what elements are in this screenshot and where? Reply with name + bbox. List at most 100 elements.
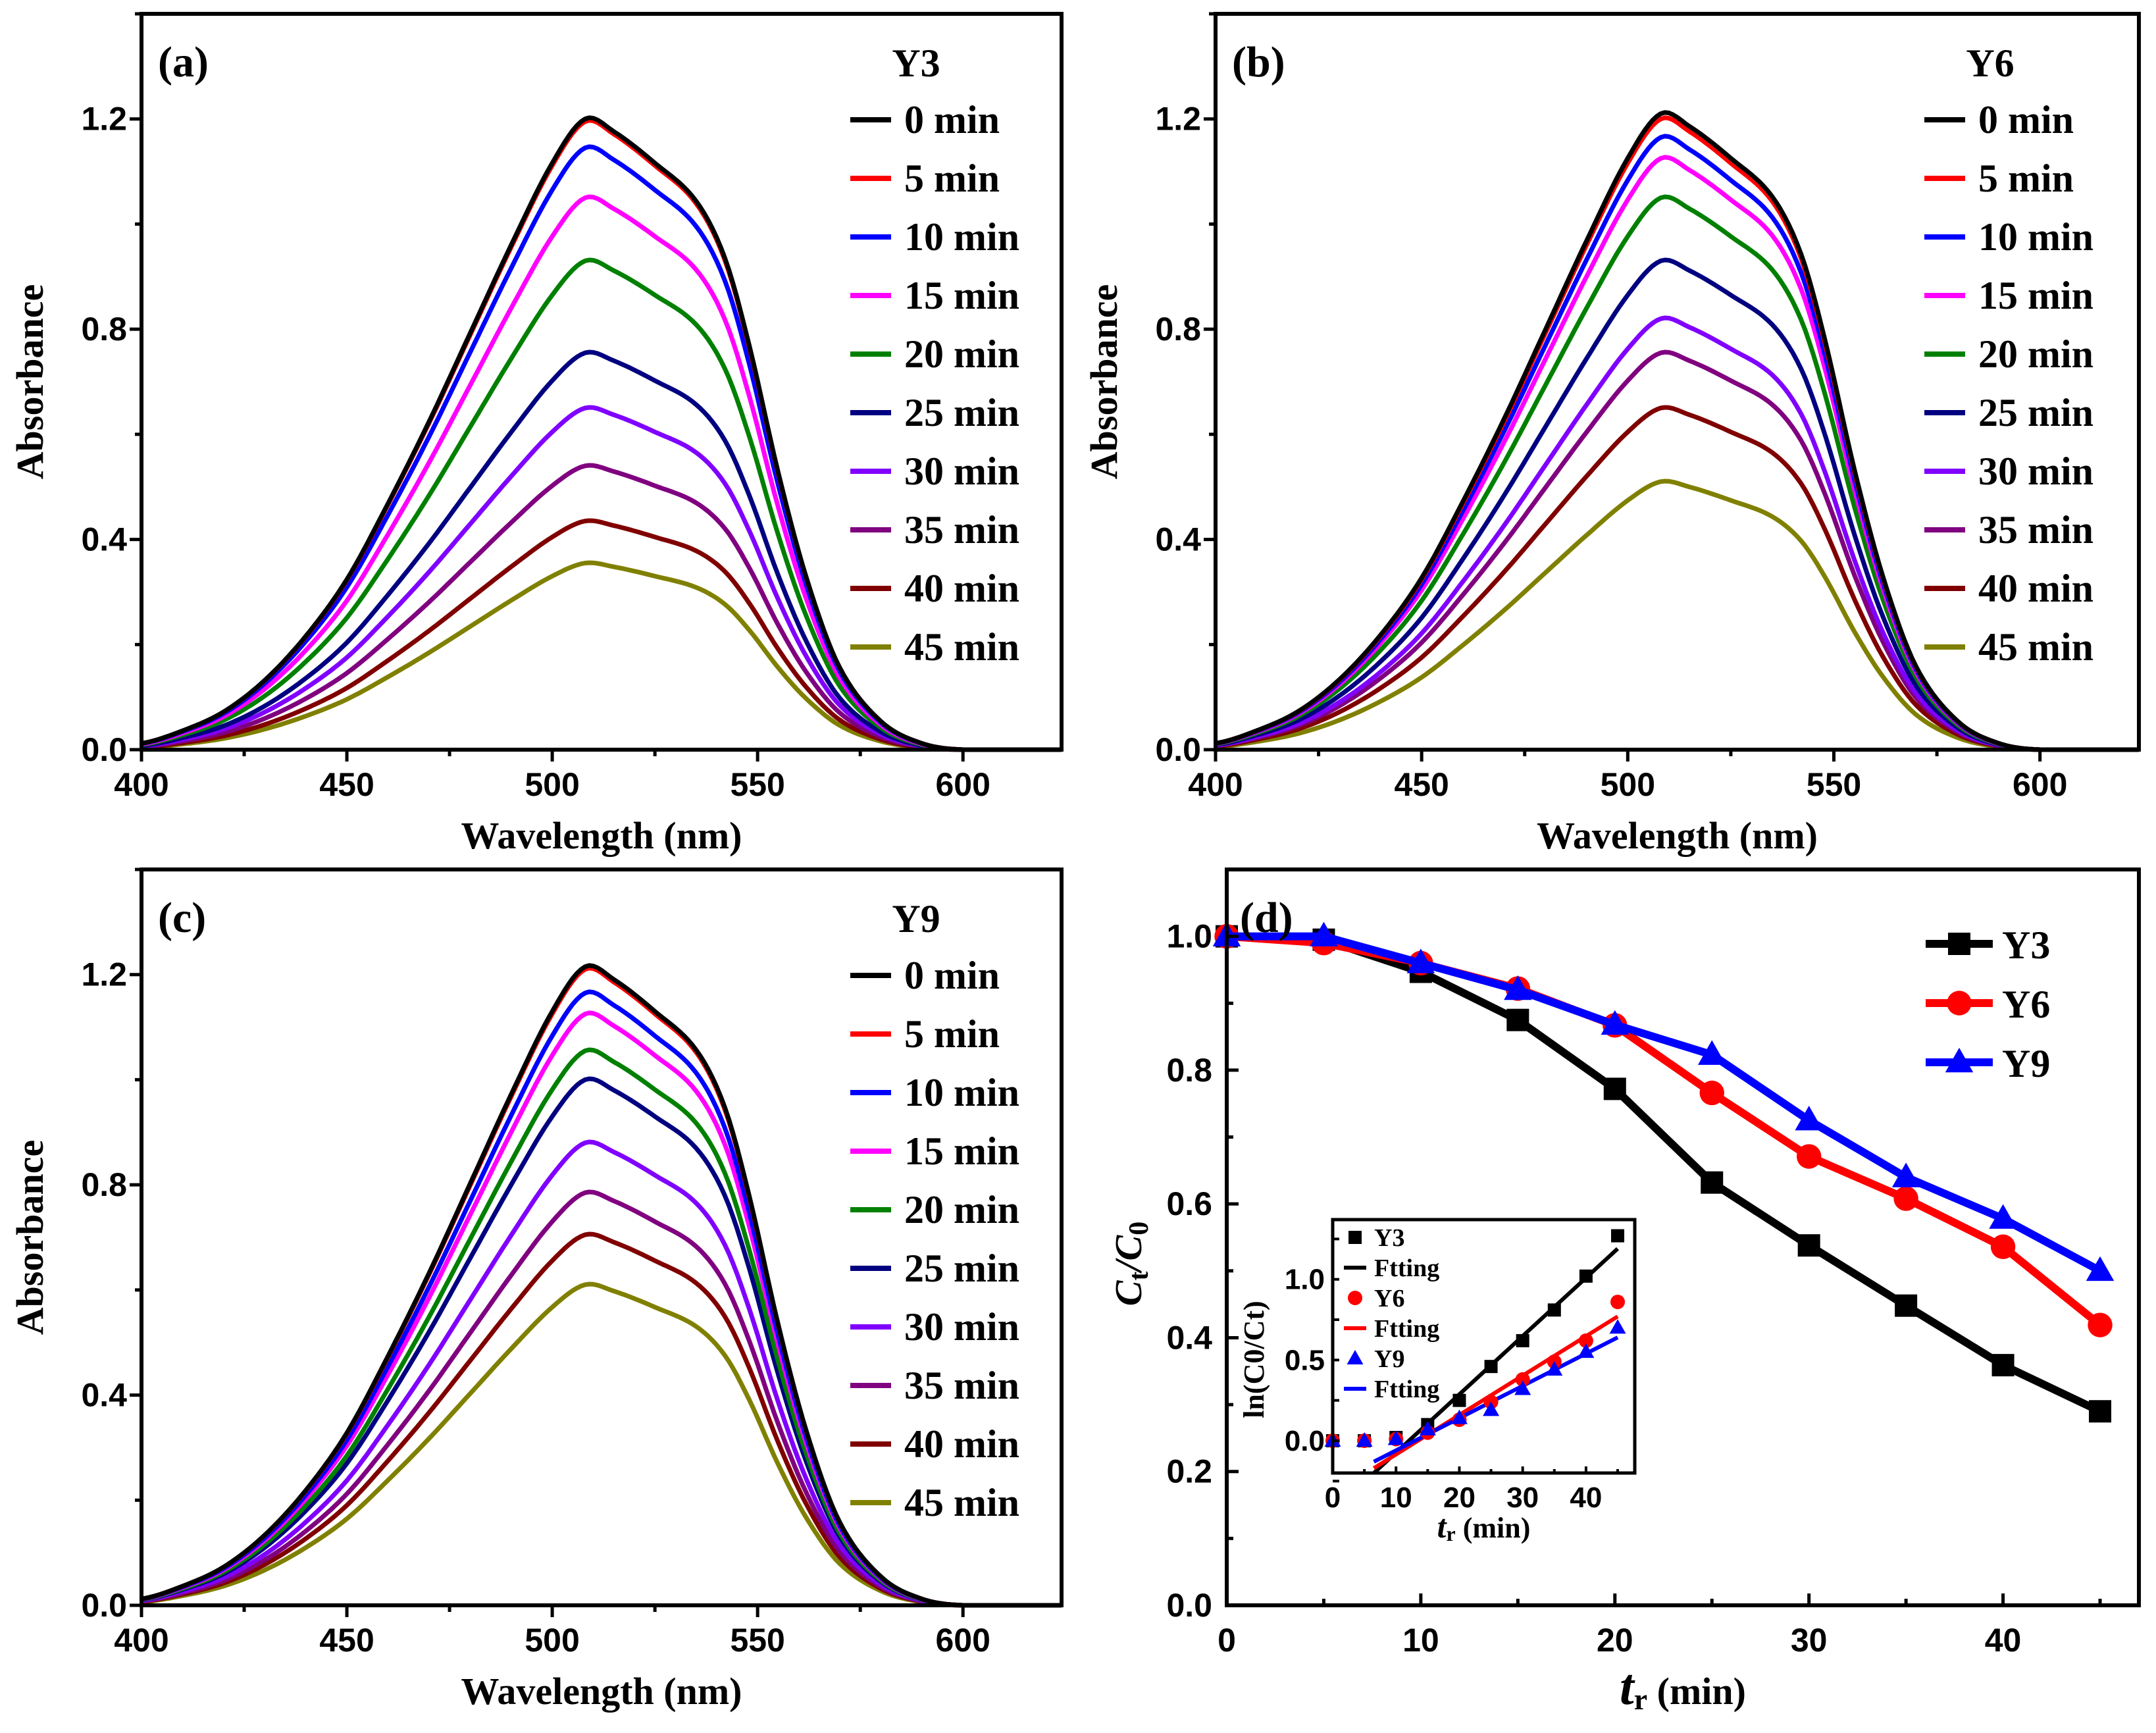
inset-y-tick-label: 1.0 bbox=[1285, 1264, 1325, 1296]
inset-chart: 0 10 20 30 400.00.51.0tr (min)ln(C0/Ct)Y3Ftt… bbox=[1238, 1218, 1637, 1545]
inset-x-title-rest: (min) bbox=[1456, 1512, 1531, 1544]
legend-label: Y9 bbox=[2002, 1042, 2050, 1085]
y-tick-label: 1.2 bbox=[81, 956, 127, 993]
legend-label: Y6 bbox=[2002, 983, 2050, 1026]
legend-label: 40 min bbox=[904, 567, 1019, 610]
y-tick-label: 1.2 bbox=[1155, 101, 1201, 138]
data-point-Y9 bbox=[1891, 1162, 1920, 1187]
data-point-Y9 bbox=[1406, 948, 1435, 973]
y-tick-label: 0.2 bbox=[1166, 1453, 1212, 1490]
y-axis-title: Absorbance bbox=[9, 284, 51, 479]
legend-label: 40 min bbox=[1978, 567, 2093, 610]
inset-legend-label: Y6 bbox=[1374, 1285, 1404, 1312]
inset-y-axis-title: ln(C0/Ct) bbox=[1238, 1301, 1270, 1418]
spectrum-line-0-min bbox=[141, 963, 1062, 1608]
x-axis-title-rest: (min) bbox=[1647, 1670, 1746, 1713]
inset-point-Y3 bbox=[1611, 1229, 1625, 1243]
y-tick-label: 0.8 bbox=[81, 1166, 127, 1203]
y-tick-label: 0.4 bbox=[1166, 1319, 1212, 1356]
x-axis-title-sub: r bbox=[1634, 1682, 1647, 1716]
y-axis-title: Ct/C0 bbox=[1107, 1222, 1154, 1306]
y-tick-label: 0.8 bbox=[1155, 311, 1201, 348]
x-axis-title: Wavelength (nm) bbox=[461, 1670, 742, 1713]
y-axis-title-main: C bbox=[1107, 1280, 1150, 1306]
data-point-Y3 bbox=[1797, 1234, 1820, 1257]
legend-marker bbox=[1948, 933, 1970, 955]
legend-label: 10 min bbox=[1978, 215, 2093, 259]
x-tick-label: 40 bbox=[1985, 1622, 2022, 1659]
legend-title: Y3 bbox=[892, 41, 940, 85]
inset-x-tick-label: 10 bbox=[1380, 1482, 1412, 1514]
inset-x-title-sub: r bbox=[1447, 1522, 1456, 1545]
legend-label: 45 min bbox=[1978, 625, 2093, 669]
x-tick-label: 400 bbox=[114, 1622, 168, 1659]
data-point-Y9 bbox=[1989, 1204, 2017, 1229]
inset-point-Y9 bbox=[1450, 1409, 1468, 1424]
inset-point-Y9 bbox=[1483, 1401, 1500, 1416]
x-tick-label: 20 bbox=[1597, 1622, 1633, 1659]
inset-legend-marker bbox=[1348, 1291, 1362, 1305]
inset-point-Y9 bbox=[1578, 1343, 1595, 1358]
y-tick-label: 0.4 bbox=[81, 1377, 127, 1414]
legend-label: 45 min bbox=[904, 625, 1019, 669]
data-point-Y6 bbox=[1990, 1234, 2016, 1259]
x-axis-title: Wavelength (nm) bbox=[461, 814, 742, 857]
x-tick-label: 400 bbox=[114, 766, 168, 803]
plot-frame bbox=[140, 867, 1064, 1607]
data-point-Y6 bbox=[1699, 1080, 1724, 1106]
inset-point-Y6 bbox=[1610, 1295, 1626, 1310]
x-tick-label: 600 bbox=[2013, 766, 2067, 803]
panel-label: (c) bbox=[158, 894, 206, 942]
legend-label: 15 min bbox=[904, 1129, 1019, 1173]
plot-frame bbox=[1214, 12, 2141, 752]
plot-frame bbox=[1225, 867, 2141, 1607]
y-tick-label: 1.0 bbox=[1166, 918, 1212, 955]
y-tick-label: 0.0 bbox=[1166, 1587, 1212, 1624]
y-axis-title-sub2: 0 bbox=[1124, 1222, 1154, 1235]
panel-label: (b) bbox=[1232, 38, 1285, 86]
inset-point-Y9 bbox=[1514, 1380, 1531, 1395]
x-tick-label: 450 bbox=[319, 766, 374, 803]
inset-legend-label: Y9 bbox=[1374, 1345, 1404, 1373]
data-point-Y3 bbox=[2089, 1400, 2112, 1423]
legend-label: 20 min bbox=[904, 332, 1019, 376]
y-tick-label: 0.0 bbox=[81, 1587, 127, 1624]
legend-label: 35 min bbox=[904, 1364, 1019, 1407]
y-tick-label: 0.4 bbox=[1155, 521, 1201, 558]
panel-a: 400 450 500 550 600 0.0 0.4 0.8 1.2 Wavelength (n… bbox=[9, 12, 1064, 857]
x-tick-label: 450 bbox=[1394, 766, 1449, 803]
inset-point-Y6 bbox=[1515, 1372, 1530, 1387]
x-axis-title: tr (min) bbox=[1620, 1658, 1746, 1716]
data-point-Y3 bbox=[1991, 1354, 2015, 1377]
legend-marker bbox=[1947, 991, 1972, 1016]
x-tick-label: 400 bbox=[1188, 766, 1243, 803]
data-point-Y9 bbox=[1795, 1106, 1823, 1131]
data-point-Y3 bbox=[1895, 1294, 1918, 1317]
x-tick-label: 0 bbox=[1218, 1622, 1236, 1659]
legend-label: 40 min bbox=[904, 1422, 1019, 1466]
inset-point-Y3 bbox=[1547, 1303, 1561, 1317]
inset-x-tick-label: 20 bbox=[1443, 1482, 1476, 1514]
x-tick-label: 550 bbox=[1807, 766, 1861, 803]
legend-label: 25 min bbox=[904, 391, 1019, 434]
inset-y-tick-label: 0.5 bbox=[1285, 1344, 1325, 1376]
plot-frame bbox=[140, 12, 1064, 752]
inset-point-Y3 bbox=[1484, 1360, 1498, 1374]
y-tick-label: 0.0 bbox=[81, 731, 127, 768]
y-tick-label: 0.8 bbox=[81, 311, 127, 348]
inset-x-tick-label: 40 bbox=[1570, 1482, 1602, 1514]
inset-point-Y6 bbox=[1578, 1333, 1593, 1348]
data-point-Y9 bbox=[1601, 1010, 1630, 1035]
y-axis-title: Absorbance bbox=[9, 1140, 51, 1335]
y-tick-label: 0.6 bbox=[1166, 1185, 1212, 1222]
inset-point-Y9 bbox=[1387, 1430, 1404, 1445]
legend-label: 35 min bbox=[1978, 508, 2093, 552]
inset-frame bbox=[1331, 1218, 1637, 1475]
data-point-Y6 bbox=[1893, 1186, 1918, 1211]
data-point-Y6 bbox=[1796, 1144, 1822, 1169]
legend-label: 30 min bbox=[1978, 450, 2093, 493]
inset-legend-marker bbox=[1347, 1350, 1364, 1364]
data-point-Y6 bbox=[2088, 1312, 2113, 1337]
legend-label: 20 min bbox=[904, 1188, 1019, 1231]
legend-label: 30 min bbox=[904, 450, 1019, 493]
